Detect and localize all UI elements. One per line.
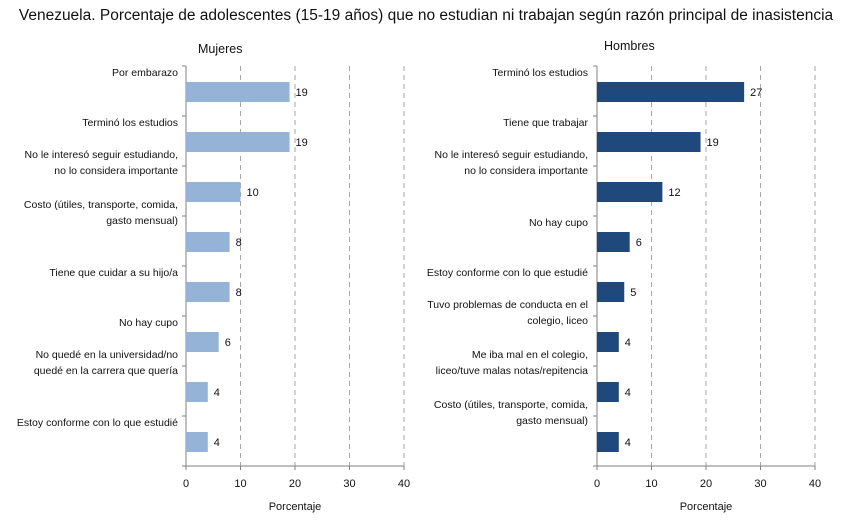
hombres-category-label: gasto mensual) <box>516 415 588 427</box>
hombres-category-label: Tiene que trabajar <box>503 117 588 129</box>
mujeres-x-tick-label: 20 <box>289 478 301 490</box>
hombres-bar <box>597 82 745 102</box>
mujeres-category-label: No le interesó seguir estudiando, <box>24 149 178 161</box>
mujeres-data-label: 19 <box>296 137 308 149</box>
hombres-bar <box>597 232 630 252</box>
hombres-data-label: 6 <box>636 237 642 249</box>
hombres-category-label: No hay cupo <box>529 217 588 229</box>
hombres-x-tick-label: 30 <box>754 478 766 490</box>
hombres-category-label: Costo (útiles, transporte, comida, <box>434 399 588 411</box>
mujeres-category-label: Terminó los estudios <box>82 117 178 129</box>
mujeres-category-label: gasto mensual) <box>106 215 178 227</box>
hombres-bar <box>597 132 701 152</box>
mujeres-data-label: 19 <box>296 87 308 99</box>
hombres-bar <box>597 182 663 202</box>
hombres-data-label: 4 <box>625 337 631 349</box>
mujeres-category-label: quedé en la carrera que quería <box>34 365 178 377</box>
hombres-x-tick-label: 0 <box>594 478 600 490</box>
mujeres-data-label: 10 <box>247 187 259 199</box>
hombres-category-label: Tuvo problemas de conducta en el <box>427 299 588 311</box>
hombres-data-label: 4 <box>625 387 631 399</box>
mujeres-category-label: No hay cupo <box>119 317 178 329</box>
mujeres-x-axis-title: Porcentaje <box>269 501 322 513</box>
hombres-bar <box>597 382 619 402</box>
hombres-category-label: no lo considera importante <box>464 165 588 177</box>
mujeres-category-label: No quedé en la universidad/no <box>36 349 179 361</box>
mujeres-data-label: 4 <box>214 437 220 449</box>
mujeres-category-label: Por embarazo <box>112 67 178 79</box>
hombres-bar <box>597 282 625 302</box>
mujeres-bar <box>186 332 219 352</box>
mujeres-bar <box>186 132 290 152</box>
hombres-x-tick-label: 10 <box>645 478 657 490</box>
hombres-x-tick-label: 40 <box>809 478 821 490</box>
mujeres-data-label: 8 <box>236 237 242 249</box>
mujeres-bar <box>186 432 208 452</box>
hombres-x-axis-title: Porcentaje <box>680 501 733 513</box>
mujeres-bar <box>186 232 230 252</box>
mujeres-x-tick-label: 40 <box>398 478 410 490</box>
hombres-category-label: Terminó los estudios <box>492 67 588 79</box>
hombres-bar <box>597 432 619 452</box>
mujeres-x-tick-label: 0 <box>183 478 189 490</box>
hombres-data-label: 4 <box>625 437 631 449</box>
mujeres-category-label: Costo (útiles, transporte, comida, <box>24 199 178 211</box>
mujeres-category-label: no lo considera importante <box>54 165 178 177</box>
mujeres-category-label: Tiene que cuidar a su hijo/a <box>49 267 178 279</box>
mujeres-bar <box>186 282 230 302</box>
hombres-x-tick-label: 20 <box>700 478 712 490</box>
hombres-data-label: 12 <box>668 187 680 199</box>
mujeres-data-label: 8 <box>236 287 242 299</box>
hombres-data-label: 19 <box>707 137 719 149</box>
mujeres-data-label: 6 <box>225 337 231 349</box>
hombres-panel-title: Hombres <box>604 39 655 53</box>
hombres-category-label: Estoy conforme con lo que estudié <box>427 267 588 279</box>
hombres-data-label: 5 <box>630 287 636 299</box>
mujeres-bar <box>186 182 241 202</box>
hombres-category-label: Me iba mal en el colegio, <box>472 349 588 361</box>
mujeres-category-label: Estoy conforme con lo que estudié <box>17 417 178 429</box>
hombres-category-label: liceo/tuve malas notas/repitencia <box>436 365 588 377</box>
hombres-category-label: colegio, liceo <box>527 315 588 327</box>
mujeres-x-tick-label: 10 <box>234 478 246 490</box>
mujeres-panel-title: Mujeres <box>198 42 242 56</box>
hombres-data-label: 27 <box>750 87 762 99</box>
mujeres-bar <box>186 82 290 102</box>
hombres-category-label: No le interesó seguir estudiando, <box>434 149 588 161</box>
hombres-bar <box>597 332 619 352</box>
chart-title: Venezuela. Porcentaje de adolescentes (1… <box>18 7 834 24</box>
mujeres-data-label: 4 <box>214 387 220 399</box>
mujeres-bar <box>186 382 208 402</box>
mujeres-x-tick-label: 30 <box>343 478 355 490</box>
